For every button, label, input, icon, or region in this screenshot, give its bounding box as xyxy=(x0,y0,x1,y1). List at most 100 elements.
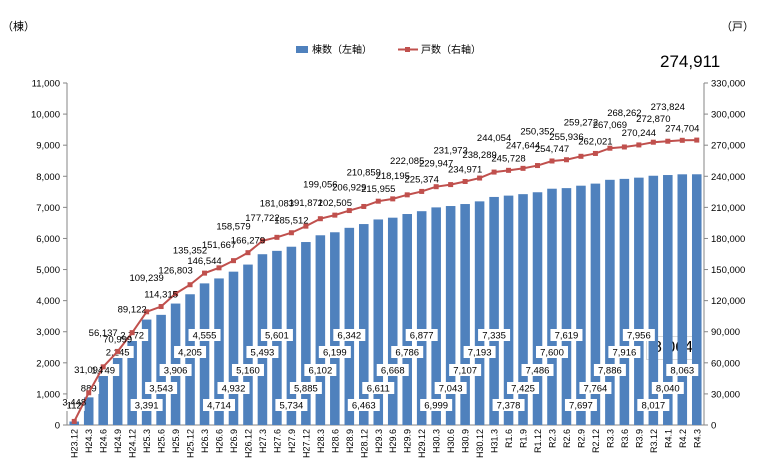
bar-value-label: 8,040 xyxy=(656,384,680,395)
bar xyxy=(315,235,326,425)
bar-label-box xyxy=(622,329,655,341)
line-marker xyxy=(361,203,367,209)
line-marker xyxy=(288,230,294,236)
bar xyxy=(373,219,384,425)
x-tick-label: H27.3 xyxy=(258,429,268,453)
bar-label-box xyxy=(564,399,597,411)
bar-value-label: 4,205 xyxy=(178,348,202,359)
line-marker xyxy=(332,212,338,218)
line-marker xyxy=(491,169,497,175)
left-tick-label: 9,000 xyxy=(36,141,60,152)
left-tick-label: 4,000 xyxy=(36,296,60,307)
bar-value-label: 6,668 xyxy=(381,366,405,377)
bar-label-box xyxy=(231,364,264,376)
line-marker xyxy=(115,348,121,354)
right-tick-label: 270,000 xyxy=(711,141,745,152)
x-tick-label: H25.9 xyxy=(171,429,181,453)
line-value-label: 135,352 xyxy=(173,246,207,257)
bar-value-label: 6,786 xyxy=(395,348,419,359)
line-marker xyxy=(679,137,685,143)
bar xyxy=(416,211,427,425)
line-marker xyxy=(303,223,309,229)
line-value-label: 244,054 xyxy=(477,133,511,144)
line-marker xyxy=(694,137,700,143)
right-tick-label: 120,000 xyxy=(711,296,745,307)
bar xyxy=(590,183,601,425)
x-tick-label: H25.3 xyxy=(142,429,152,453)
x-tick-label: H26.3 xyxy=(200,429,210,453)
bar xyxy=(359,224,369,425)
left-tick-label: 7,000 xyxy=(36,203,60,214)
line-value-label: 238,289 xyxy=(462,150,496,161)
bar-value-label: 3,543 xyxy=(149,384,173,395)
line-marker xyxy=(346,208,352,214)
bar xyxy=(127,338,137,425)
bar-value-label: 7,956 xyxy=(627,331,651,342)
left-tick-label: 11,000 xyxy=(32,79,60,90)
bar-label-box xyxy=(535,346,568,358)
bar xyxy=(344,227,355,425)
right-tick-label: 240,000 xyxy=(711,172,745,183)
right-tick-label: 300,000 xyxy=(711,110,745,121)
bar-value-label: 7,486 xyxy=(526,366,550,377)
line-value-label: 259,272 xyxy=(564,117,598,128)
line-value-label: 255,936 xyxy=(549,132,583,143)
bar-label-box xyxy=(507,382,540,394)
bar-value-label: 1,749 xyxy=(91,366,115,377)
x-tick-label: R4.1 xyxy=(663,429,673,448)
bar-label-box xyxy=(608,346,641,358)
bar xyxy=(547,188,557,425)
x-tick-label: H29.9 xyxy=(403,429,413,453)
bar xyxy=(243,264,253,425)
x-tick-label: H23.12 xyxy=(70,429,80,458)
bar xyxy=(634,177,644,425)
right-tick-label: 210,000 xyxy=(711,203,745,214)
x-tick-label: H28.6 xyxy=(330,429,340,453)
line-marker xyxy=(375,198,381,204)
bar-value-label: 6,877 xyxy=(410,331,434,342)
bar-label-box xyxy=(492,399,525,411)
line-value-label: 70,999 xyxy=(103,334,132,345)
bar-value-label: 7,043 xyxy=(439,384,463,395)
line-marker xyxy=(245,250,251,256)
line-value-label: 210,859 xyxy=(347,167,381,178)
line-value-label: 146,544 xyxy=(187,256,221,267)
line-marker xyxy=(71,418,77,424)
x-tick-label: H26.6 xyxy=(215,429,225,453)
left-tick-label: 8,000 xyxy=(36,172,60,183)
line-marker xyxy=(230,258,236,264)
line-marker xyxy=(520,165,526,171)
x-tick-label: R4.2 xyxy=(678,429,688,448)
latest-units-label: 274,911 xyxy=(660,52,721,71)
bar xyxy=(214,278,224,425)
line-marker xyxy=(607,145,613,151)
line-marker xyxy=(259,238,265,244)
bar-value-label: 7,764 xyxy=(584,384,608,395)
line-value-label: 185,512 xyxy=(274,216,308,227)
x-tick-label: H24.12 xyxy=(128,429,138,458)
bar xyxy=(663,175,673,425)
right-tick-label: 90,000 xyxy=(711,327,740,338)
line-value-label: 231,973 xyxy=(433,146,467,157)
x-tick-label: H28.12 xyxy=(359,429,369,458)
line-marker xyxy=(578,153,584,159)
line-marker xyxy=(173,291,179,297)
left-tick-label: 10,000 xyxy=(31,110,60,121)
bar-value-label: 6,999 xyxy=(424,401,448,412)
line-value-label: 31,094 xyxy=(74,365,103,376)
bar-value-label: 7,378 xyxy=(497,401,521,412)
x-tick-label: R3.6 xyxy=(620,429,630,448)
line-value-label: 109,239 xyxy=(129,273,163,284)
bar-label-box xyxy=(217,382,250,394)
bar-value-label: 7,886 xyxy=(598,366,622,377)
line-value-label: 234,971 xyxy=(448,164,482,175)
line-marker xyxy=(563,157,569,163)
bar-label-box xyxy=(362,382,395,394)
line-value-label: 215,955 xyxy=(361,184,395,195)
x-tick-label: H30.6 xyxy=(446,429,456,453)
bar-value-label: 7,193 xyxy=(468,348,492,359)
x-tick-label: R1.6 xyxy=(504,429,514,448)
line-value-label: 181,083 xyxy=(260,198,294,209)
bar-value-label: 5,885 xyxy=(294,384,318,395)
right-tick-label: 0 xyxy=(711,421,716,432)
